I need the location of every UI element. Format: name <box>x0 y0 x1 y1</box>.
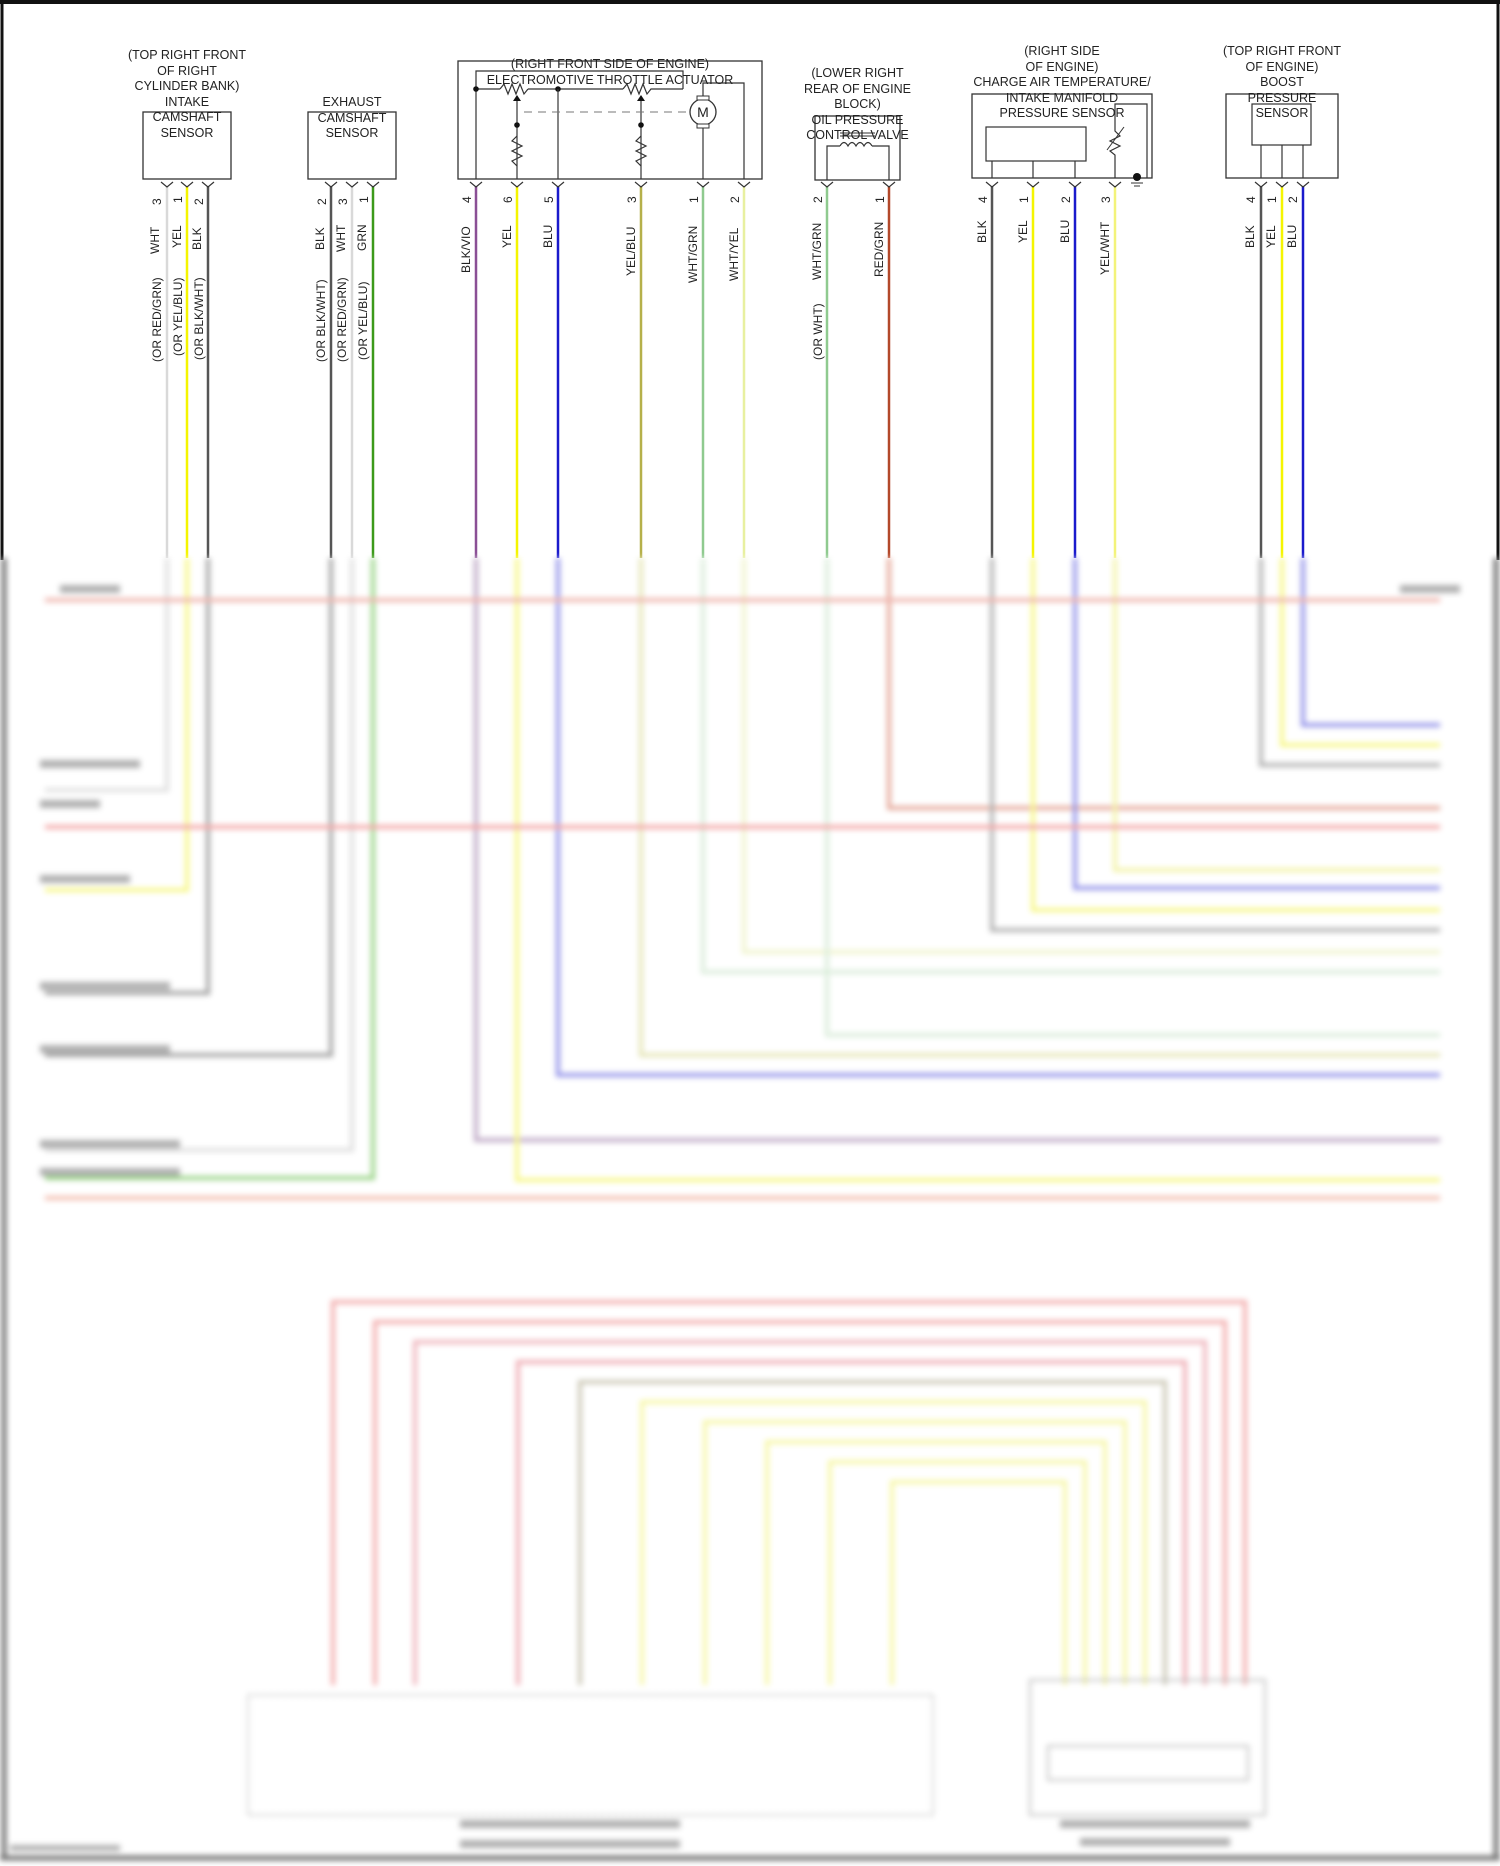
wire-alt-color-label: (OR YEL/BLU) <box>171 277 185 356</box>
wire-color-label: YEL <box>170 225 184 248</box>
pin-number: 3 <box>150 198 164 205</box>
pin-number: 2 <box>1059 196 1073 203</box>
wire-alt-color-label: (OR RED/GRN) <box>335 277 349 362</box>
pin-number: 6 <box>501 196 515 203</box>
boost-pressure-sensor <box>1225 93 1339 558</box>
pin-number: 4 <box>460 196 474 203</box>
wire-color-label: YEL <box>1264 225 1278 248</box>
wire-color-label: WHT <box>334 224 348 252</box>
pin-number: 4 <box>976 196 990 203</box>
pin-number: 1 <box>873 196 887 203</box>
wire-color-label: GRN <box>355 224 369 251</box>
motor-symbol: M <box>697 104 709 120</box>
pin-number: 3 <box>625 196 639 203</box>
wire-color-label: WHT <box>148 226 162 254</box>
wire-alt-color-label: (OR BLK/WHT) <box>314 279 328 362</box>
pin-number: 1 <box>171 196 185 203</box>
wire-alt-color-label: (OR BLK/WHT) <box>192 277 206 360</box>
wire-alt-color-label: (OR YEL/BLU) <box>356 281 370 360</box>
wire-color-label: YEL <box>500 225 514 248</box>
oil-pressure-valve-title: (LOWER RIGHT REAR OF ENGINE BLOCK) OIL PRES… <box>804 66 911 142</box>
pin-number: 1 <box>687 196 701 203</box>
pin-number: 2 <box>728 196 742 203</box>
pin-number: 5 <box>542 196 556 203</box>
pin-number: 1 <box>1265 196 1279 203</box>
exhaust-camshaft-sensor <box>307 111 397 558</box>
pin-number: 1 <box>357 196 371 203</box>
obscured-wiring-region <box>0 558 1500 1861</box>
wire-color-label: WHT/YEL <box>727 227 741 281</box>
wire-alt-color-label: (OR WHT) <box>811 303 825 360</box>
wire-color-label: BLK <box>975 220 989 243</box>
wire-alt-color-label: (OR RED/GRN) <box>150 277 164 362</box>
wire-color-label: RED/GRN <box>872 221 886 277</box>
exhaust-camshaft-sensor-title: EXHAUST CAMSHAFT SENSOR <box>317 95 387 140</box>
pin-number: 3 <box>336 198 350 205</box>
wire-color-label: BLK <box>313 227 327 250</box>
wire-color-label: YEL/BLU <box>624 226 638 276</box>
intake-camshaft-sensor <box>142 111 232 558</box>
pin-number: 2 <box>192 198 206 205</box>
charge-air-temperature-map-sensor <box>971 93 1153 558</box>
pin-number: 2 <box>315 198 329 205</box>
throttle-actuator-title: (RIGHT FRONT SIDE OF ENGINE) ELECTROMOTIV… <box>486 57 734 87</box>
pin-number: 2 <box>811 196 825 203</box>
electromotive-throttle-actuator: M <box>457 60 763 558</box>
boost-pressure-sensor-title: (TOP RIGHT FRONT OF ENGINE) BOOST PRESSURE S… <box>1222 44 1342 120</box>
wire-color-label: WHT/GRN <box>686 225 700 283</box>
wire-color-label: BLK <box>190 227 204 250</box>
wire-color-label: YEL <box>1016 220 1030 243</box>
pin-number: 2 <box>1286 196 1300 203</box>
wire-color-label: BLU <box>541 224 555 248</box>
wire-color-label: BLK <box>1243 225 1257 248</box>
wire-color-label: BLU <box>1058 219 1072 243</box>
wire-color-label: BLK/VIO <box>459 226 473 273</box>
wire-color-label: BLU <box>1285 224 1299 248</box>
wire-color-label: YEL/WHT <box>1098 221 1112 275</box>
charge-air-sensor-title: (RIGHT SIDE OF ENGINE) CHARGE AIR TEMPERAT… <box>973 44 1151 120</box>
wire-color-label: WHT/GRN <box>810 222 824 280</box>
pin-number: 3 <box>1099 196 1113 203</box>
pin-number: 1 <box>1017 196 1031 203</box>
intake-camshaft-sensor-title: (TOP RIGHT FRONT OF RIGHT CYLINDER BANK) IN… <box>127 48 247 140</box>
pin-number: 4 <box>1244 196 1258 203</box>
oil-pressure-control-valve <box>814 115 901 558</box>
